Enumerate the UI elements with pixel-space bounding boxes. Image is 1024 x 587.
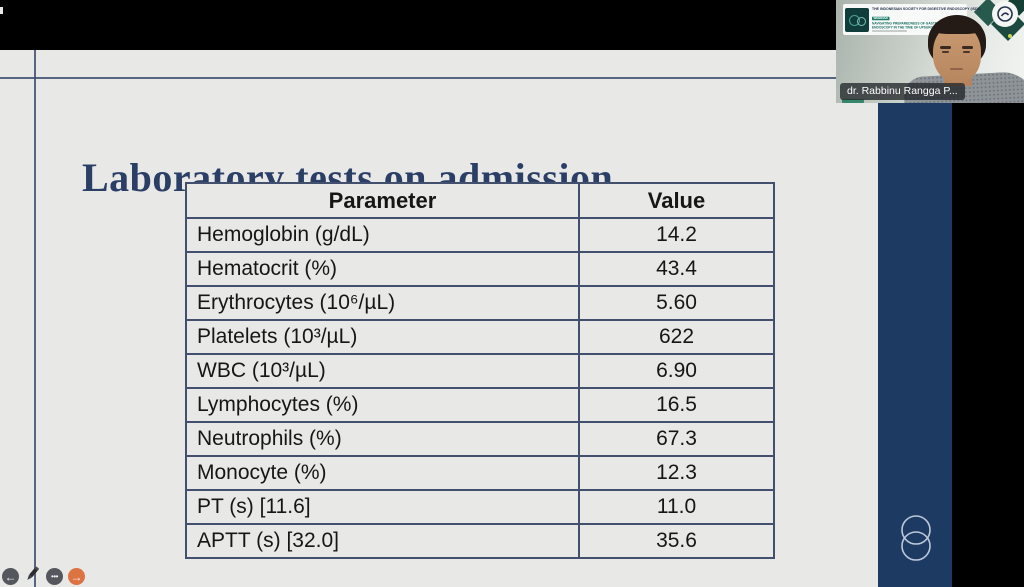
speaker-eyebrow xyxy=(962,46,973,49)
speaker-hair-fringe xyxy=(933,20,981,34)
value-cell: 67.3 xyxy=(578,421,775,457)
speaker-eye xyxy=(942,51,949,53)
slide-vertical-rule xyxy=(34,50,36,587)
slide-side-band xyxy=(878,50,952,587)
parameter-cell: PT (s) [11.6] xyxy=(185,489,580,525)
table-row: Erythrocytes (10⁶/µL) 5.60 xyxy=(185,285,775,321)
lab-results-table: Parameter Value Hemoglobin (g/dL) 14.2 H… xyxy=(185,182,775,559)
value-cell: 14.2 xyxy=(578,217,775,253)
parameter-cell: Lymphocytes (%) xyxy=(185,387,580,423)
participant-video-thumbnail[interactable]: THE INDONESIAN SOCIETY FOR DIGESTIVE END… xyxy=(836,0,1024,103)
next-slide-button[interactable]: → xyxy=(68,568,85,585)
participant-name-label: dr. Rabbinu Rangga P... xyxy=(840,83,965,100)
speaker-eyebrow xyxy=(940,46,951,49)
ellipsis-icon: ••• xyxy=(51,572,58,581)
value-cell: 12.3 xyxy=(578,455,775,491)
column-header-parameter: Parameter xyxy=(185,182,580,219)
table-header-row: Parameter Value xyxy=(185,182,775,219)
column-header-value: Value xyxy=(578,182,775,219)
parameter-cell: Monocyte (%) xyxy=(185,455,580,491)
parameter-cell: Hemoglobin (g/dL) xyxy=(185,217,580,253)
value-cell: 43.4 xyxy=(578,251,775,287)
overlapping-circles-logo-icon xyxy=(901,515,931,561)
webinar-banner-text: THE INDONESIAN SOCIETY FOR DIGESTIVE END… xyxy=(872,7,981,32)
value-cell: 6.90 xyxy=(578,353,775,389)
speaker-mouth xyxy=(950,68,963,70)
undo-back-button[interactable]: ← xyxy=(2,568,19,585)
society-emblem-icon xyxy=(992,1,1018,27)
table-row: Platelets (10³/µL) 622 xyxy=(185,319,775,355)
banner-society-name: THE INDONESIAN SOCIETY FOR DIGESTIVE END… xyxy=(872,7,981,11)
value-cell: 35.6 xyxy=(578,523,775,559)
slide-horizontal-rule xyxy=(0,77,878,79)
table-row: APTT (s) [32.0] 35.6 xyxy=(185,523,775,559)
table-row: Hemoglobin (g/dL) 14.2 xyxy=(185,217,775,253)
isde-logo-icon xyxy=(845,7,869,32)
table-row: Neutrophils (%) 67.3 xyxy=(185,421,775,457)
banner-subtitle-line1: NAVIGATING PREPAREDNESS OF GASTROINTESTI… xyxy=(872,21,959,26)
speaker-eye xyxy=(963,51,970,53)
banner-date-line xyxy=(872,30,907,32)
value-cell: 5.60 xyxy=(578,285,775,321)
parameter-cell: Neutrophils (%) xyxy=(185,421,580,457)
parameter-cell: WBC (10³/µL) xyxy=(185,353,580,389)
table-row: Hematocrit (%) 43.4 xyxy=(185,251,775,287)
background-logo-fragment xyxy=(842,99,864,103)
more-tools-button[interactable]: ••• xyxy=(46,568,63,585)
parameter-cell: Erythrocytes (10⁶/µL) xyxy=(185,285,580,321)
table-row: PT (s) [11.6] 11.0 xyxy=(185,489,775,525)
value-cell: 11.0 xyxy=(578,489,775,525)
banner-badge: WEBINAR xyxy=(872,16,890,21)
video-edge-artifact xyxy=(0,7,3,14)
back-arrow-icon: ← xyxy=(4,569,17,584)
value-cell: 622 xyxy=(578,319,775,355)
background-dot xyxy=(1008,34,1012,38)
table-row: WBC (10³/µL) 6.90 xyxy=(185,353,775,389)
parameter-cell: APTT (s) [32.0] xyxy=(185,523,580,559)
value-cell: 16.5 xyxy=(578,387,775,423)
banner-subtitle-line2: ENDOSCOPY IN THE TIME OF UPSURGING MPOX … xyxy=(872,25,968,30)
pencil-annotate-tool[interactable] xyxy=(22,564,42,584)
table-row: Monocyte (%) 12.3 xyxy=(185,455,775,491)
parameter-cell: Platelets (10³/µL) xyxy=(185,319,580,355)
parameter-cell: Hematocrit (%) xyxy=(185,251,580,287)
forward-arrow-icon: → xyxy=(70,569,83,584)
table-row: Lymphocytes (%) 16.5 xyxy=(185,387,775,423)
